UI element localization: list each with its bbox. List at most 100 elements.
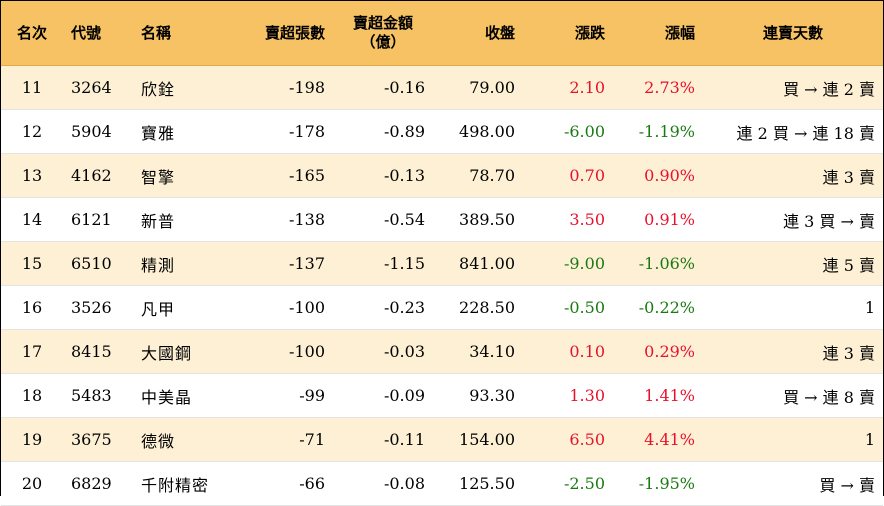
cell-sell-amount: -0.16 bbox=[333, 65, 433, 110]
cell-name: 德微 bbox=[133, 417, 231, 462]
cell-change: 0.10 bbox=[523, 329, 613, 374]
cell-sell-amount: -0.09 bbox=[333, 373, 433, 418]
header-pct: 漲幅 bbox=[613, 1, 703, 66]
cell-sell-amount: -1.15 bbox=[333, 241, 433, 286]
header-sell-amount-line2: （億） bbox=[360, 33, 406, 51]
table-row: 17 8415 大國鋼 -100 -0.03 34.10 0.10 0.29% 連 3 賣 bbox=[1, 329, 883, 374]
header-streak: 連賣天數 bbox=[703, 1, 883, 66]
cell-pct: 0.29% bbox=[613, 329, 703, 374]
cell-pct: -1.19% bbox=[613, 109, 703, 154]
cell-name: 欣銓 bbox=[133, 65, 231, 110]
cell-close: 228.50 bbox=[433, 285, 523, 330]
cell-streak: 連 3 賣 bbox=[703, 153, 883, 198]
cell-code: 4162 bbox=[63, 153, 133, 198]
cell-pct: 1.41% bbox=[613, 373, 703, 418]
header-sell-amount-line1: 賣超金額 bbox=[352, 14, 413, 32]
cell-streak: 1 bbox=[703, 285, 883, 330]
cell-code: 6121 bbox=[63, 197, 133, 242]
cell-name: 凡甲 bbox=[133, 285, 231, 330]
table-row: 13 4162 智擎 -165 -0.13 78.70 0.70 0.90% 連 3 賣 bbox=[1, 153, 883, 198]
cell-streak: 買 → 賣 bbox=[703, 461, 883, 506]
header-sell-amount: 賣超金額 （億） bbox=[333, 1, 433, 66]
cell-rank: 11 bbox=[1, 65, 63, 110]
header-code: 代號 bbox=[63, 1, 133, 66]
cell-streak: 連 3 買 → 賣 bbox=[703, 197, 883, 242]
cell-sell-lots: -198 bbox=[231, 65, 333, 110]
cell-streak: 買 → 連 2 賣 bbox=[703, 65, 883, 110]
cell-sell-lots: -99 bbox=[231, 373, 333, 418]
cell-pct: 0.91% bbox=[613, 197, 703, 242]
cell-name: 大國鋼 bbox=[133, 329, 231, 374]
cell-rank: 15 bbox=[1, 241, 63, 286]
cell-sell-amount: -0.54 bbox=[333, 197, 433, 242]
table-row: 19 3675 德微 -71 -0.11 154.00 6.50 4.41% 1 bbox=[1, 417, 883, 462]
cell-sell-lots: -137 bbox=[231, 241, 333, 286]
table-row: 12 5904 寶雅 -178 -0.89 498.00 -6.00 -1.19% 連 2 買 … bbox=[1, 109, 883, 154]
cell-rank: 14 bbox=[1, 197, 63, 242]
table-row: 18 5483 中美晶 -99 -0.09 93.30 1.30 1.41% 買 → 連 8 賣 bbox=[1, 373, 883, 418]
cell-code: 6510 bbox=[63, 241, 133, 286]
cell-sell-amount: -0.08 bbox=[333, 461, 433, 506]
cell-code: 6829 bbox=[63, 461, 133, 506]
cell-code: 3675 bbox=[63, 417, 133, 462]
cell-sell-amount: -0.03 bbox=[333, 329, 433, 374]
cell-pct: 4.41% bbox=[613, 417, 703, 462]
table-row: 14 6121 新普 -138 -0.54 389.50 3.50 0.91% 連 3 買 → … bbox=[1, 197, 883, 242]
cell-change: 2.10 bbox=[523, 65, 613, 110]
cell-close: 389.50 bbox=[433, 197, 523, 242]
header-close: 收盤 bbox=[433, 1, 523, 66]
cell-change: 1.30 bbox=[523, 373, 613, 418]
cell-close: 93.30 bbox=[433, 373, 523, 418]
cell-name: 智擎 bbox=[133, 153, 231, 198]
cell-code: 5483 bbox=[63, 373, 133, 418]
cell-close: 841.00 bbox=[433, 241, 523, 286]
table-row: 16 3526 凡甲 -100 -0.23 228.50 -0.50 -0.22% 1 bbox=[1, 285, 883, 330]
cell-rank: 16 bbox=[1, 285, 63, 330]
cell-sell-lots: -100 bbox=[231, 285, 333, 330]
cell-name: 精測 bbox=[133, 241, 231, 286]
header-sell-lots: 賣超張數 bbox=[231, 1, 333, 66]
cell-rank: 19 bbox=[1, 417, 63, 462]
cell-sell-lots: -178 bbox=[231, 109, 333, 154]
cell-change: -2.50 bbox=[523, 461, 613, 506]
cell-sell-lots: -138 bbox=[231, 197, 333, 242]
cell-streak: 連 3 賣 bbox=[703, 329, 883, 374]
cell-change: -0.50 bbox=[523, 285, 613, 330]
cell-pct: -1.95% bbox=[613, 461, 703, 506]
cell-sell-amount: -0.89 bbox=[333, 109, 433, 154]
cell-change: 3.50 bbox=[523, 197, 613, 242]
cell-change: -9.00 bbox=[523, 241, 613, 286]
cell-pct: -1.06% bbox=[613, 241, 703, 286]
cell-sell-lots: -100 bbox=[231, 329, 333, 374]
cell-close: 125.50 bbox=[433, 461, 523, 506]
cell-streak: 買 → 連 8 賣 bbox=[703, 373, 883, 418]
cell-sell-amount: -0.13 bbox=[333, 153, 433, 198]
header-rank: 名次 bbox=[1, 1, 63, 66]
cell-sell-lots: -71 bbox=[231, 417, 333, 462]
cell-sell-lots: -165 bbox=[231, 153, 333, 198]
cell-rank: 20 bbox=[1, 461, 63, 506]
cell-pct: 0.90% bbox=[613, 153, 703, 198]
cell-name: 新普 bbox=[133, 197, 231, 242]
cell-streak: 1 bbox=[703, 417, 883, 462]
cell-close: 498.00 bbox=[433, 109, 523, 154]
cell-rank: 12 bbox=[1, 109, 63, 154]
cell-close: 34.10 bbox=[433, 329, 523, 374]
cell-code: 8415 bbox=[63, 329, 133, 374]
header-name: 名稱 bbox=[133, 1, 231, 66]
cell-code: 3264 bbox=[63, 65, 133, 110]
cell-name: 寶雅 bbox=[133, 109, 231, 154]
cell-sell-amount: -0.11 bbox=[333, 417, 433, 462]
cell-rank: 17 bbox=[1, 329, 63, 374]
cell-name: 千附精密 bbox=[133, 461, 231, 506]
cell-close: 79.00 bbox=[433, 65, 523, 110]
cell-name: 中美晶 bbox=[133, 373, 231, 418]
cell-rank: 18 bbox=[1, 373, 63, 418]
cell-close: 78.70 bbox=[433, 153, 523, 198]
cell-close: 154.00 bbox=[433, 417, 523, 462]
table-row: 15 6510 精測 -137 -1.15 841.00 -9.00 -1.06% 連 5 賣 bbox=[1, 241, 883, 286]
cell-streak: 連 2 買 → 連 18 賣 bbox=[703, 109, 883, 154]
cell-rank: 13 bbox=[1, 153, 63, 198]
